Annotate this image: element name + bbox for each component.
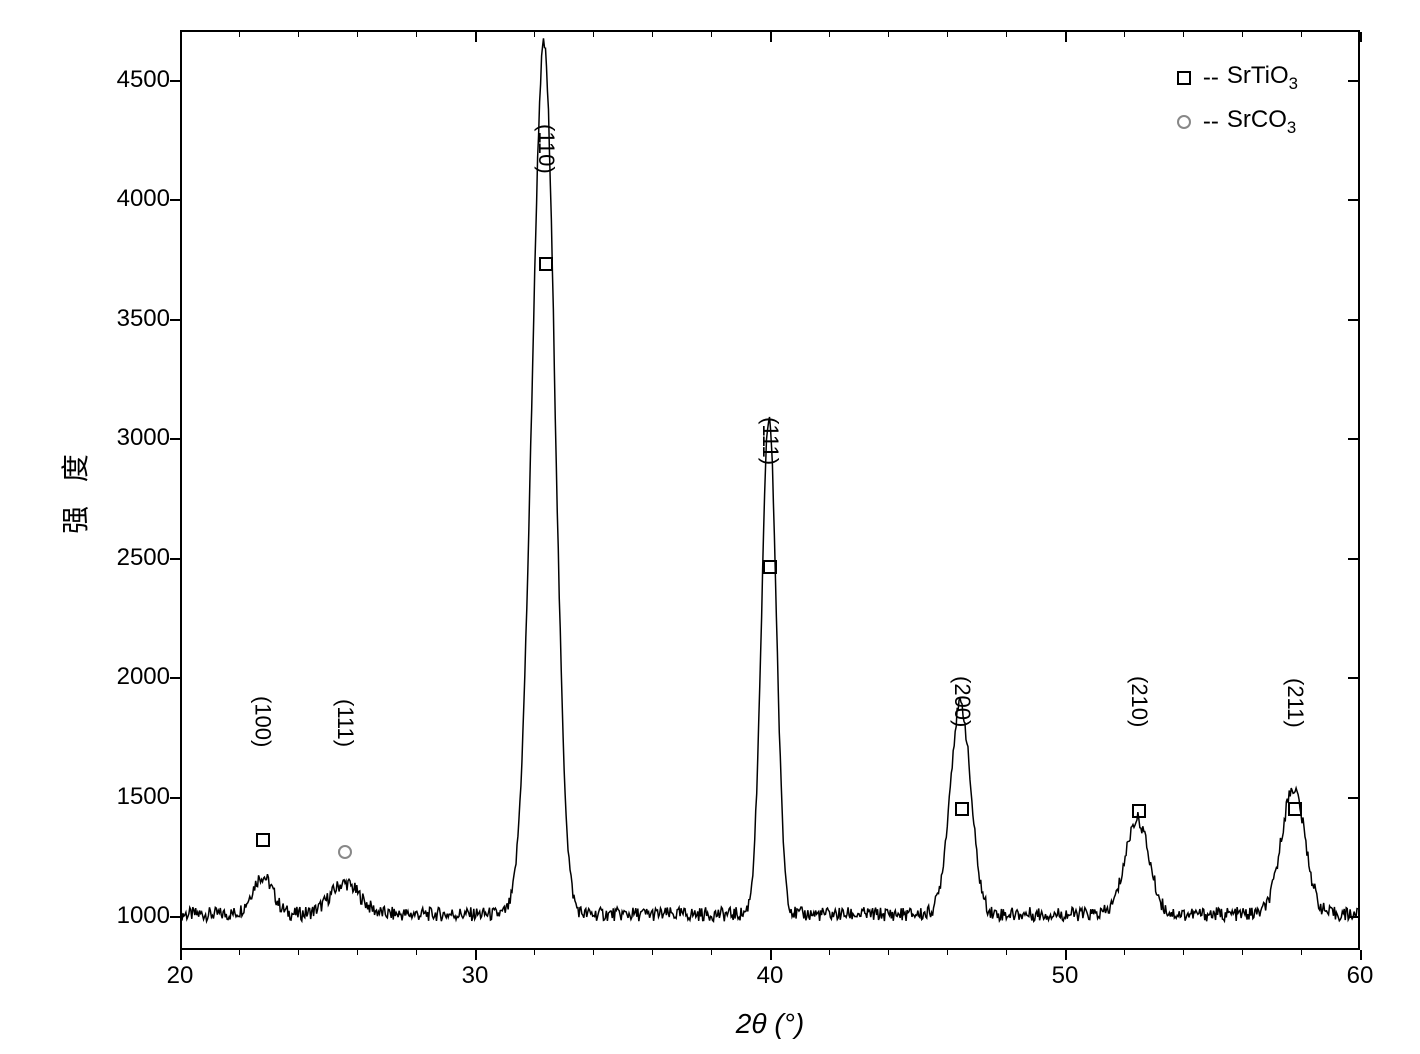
y-tick-label: 4500 (100, 66, 170, 94)
legend-item-srtio3: -- SrTiO3 (1177, 62, 1298, 94)
square-icon (539, 257, 553, 271)
y-axis-label: 强 度 (54, 446, 94, 534)
x-tick-label: 60 (1347, 962, 1374, 990)
peak-label: (210) (1126, 676, 1152, 727)
y-tick-label: 3500 (100, 305, 170, 333)
xrd-chart: 2030405060100015002000250030003500400045… (180, 30, 1360, 950)
plot-area: 2030405060100015002000250030003500400045… (180, 30, 1360, 950)
square-icon (1132, 804, 1146, 818)
peak-label: (211) (1282, 678, 1308, 728)
legend-label: SrCO3 (1227, 106, 1296, 138)
square-icon (1177, 71, 1191, 85)
square-icon (256, 833, 270, 847)
peak-label: (200) (949, 676, 975, 727)
x-tick-label: 40 (757, 962, 784, 990)
y-tick-label: 2000 (100, 663, 170, 691)
xrd-data-line (180, 32, 1358, 950)
peak-label: (111) (757, 417, 783, 465)
y-tick-label: 2500 (100, 544, 170, 572)
y-tick-label: 3000 (100, 424, 170, 452)
y-tick-label: 4000 (100, 185, 170, 213)
x-tick-label: 30 (462, 962, 489, 990)
x-axis-label: 2θ (°) (736, 1008, 804, 1040)
peak-label: (110) (533, 124, 559, 174)
square-icon (1288, 802, 1302, 816)
circle-icon (338, 845, 352, 859)
square-icon (955, 802, 969, 816)
circle-icon (1177, 115, 1191, 129)
peak-label: (111) (332, 699, 358, 747)
legend-item-srco3: -- SrCO3 (1177, 106, 1298, 138)
x-tick-label: 20 (167, 962, 194, 990)
legend: -- SrTiO3 -- SrCO3 (1177, 62, 1298, 150)
legend-label: SrTiO3 (1227, 62, 1298, 94)
square-icon (763, 560, 777, 574)
y-tick-label: 1000 (100, 902, 170, 930)
x-tick-label: 50 (1052, 962, 1079, 990)
y-tick-label: 1500 (100, 783, 170, 811)
peak-label: (100) (250, 696, 276, 747)
